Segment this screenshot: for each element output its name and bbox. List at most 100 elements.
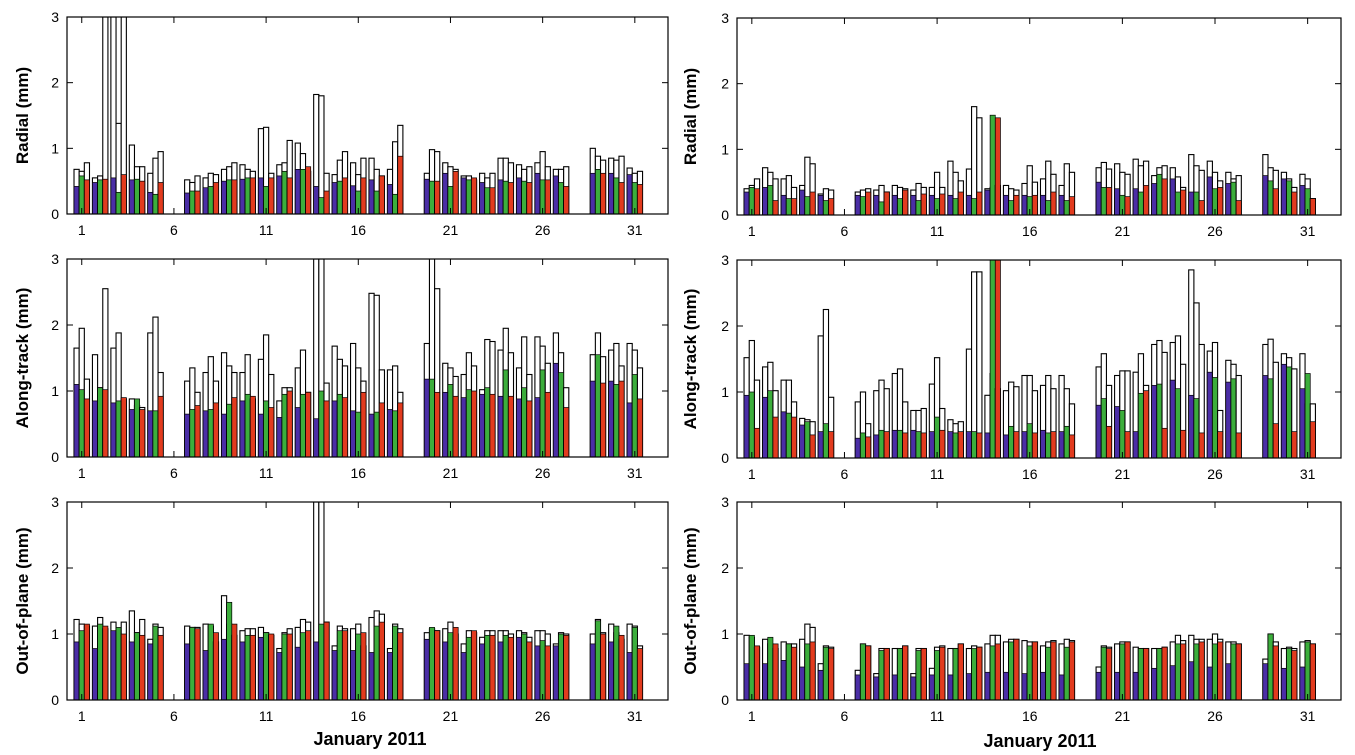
bar-red	[544, 645, 551, 700]
bar-red	[976, 646, 983, 700]
bar-blue	[423, 638, 430, 700]
bar-red	[957, 431, 964, 458]
bar-red	[1309, 421, 1316, 458]
bar-blue	[762, 187, 769, 215]
plot-frame	[66, 16, 669, 215]
bar-blue	[442, 391, 449, 457]
bar-red	[342, 397, 348, 457]
bar-blue	[1206, 371, 1213, 458]
bar-green	[915, 200, 922, 215]
bar-red	[1069, 641, 1075, 700]
bar-blue	[202, 187, 209, 214]
bar-blue	[1114, 671, 1121, 700]
bar-red	[600, 633, 607, 700]
bar-green	[263, 400, 270, 457]
bar-blue	[1132, 188, 1139, 215]
bar-red	[194, 190, 201, 214]
plot-frame	[66, 501, 669, 701]
bar-blue	[552, 645, 559, 700]
bar-blue	[313, 418, 320, 457]
y-tick-label: 1	[51, 140, 59, 156]
bar-blue	[799, 189, 806, 215]
bar-green	[971, 431, 978, 458]
bar-green	[465, 636, 472, 700]
bar-green	[822, 646, 829, 700]
x-tick-label: 21	[1115, 223, 1131, 239]
bar-red	[1180, 189, 1187, 215]
bar-green	[226, 179, 233, 214]
bar-blue	[313, 641, 320, 700]
bar-green	[897, 198, 903, 215]
overlay-bar	[1068, 171, 1076, 215]
x-tick-label: 11	[259, 465, 274, 481]
bar-blue	[331, 182, 338, 214]
y-tick-label: 2	[721, 76, 729, 92]
bar-blue	[1114, 188, 1121, 215]
overlay-bar	[115, 332, 122, 457]
bar-green	[115, 400, 122, 457]
bar-red	[865, 645, 872, 700]
bar-blue	[1206, 176, 1213, 215]
bar-blue	[239, 178, 246, 214]
bar-blue	[928, 674, 935, 700]
bar-blue	[928, 431, 935, 458]
bar-red	[754, 427, 760, 458]
bar-red	[976, 191, 983, 215]
bar-red	[102, 178, 109, 214]
bar-green	[989, 645, 996, 700]
bar-green	[318, 197, 325, 214]
bar-green	[373, 411, 380, 457]
bar-blue	[184, 192, 191, 214]
bar-green	[1286, 180, 1293, 215]
bar-red	[772, 643, 779, 700]
bar-red	[305, 630, 312, 700]
bar-red	[1272, 423, 1279, 458]
bar-blue	[516, 177, 522, 214]
bar-red	[939, 193, 946, 215]
bar-red	[1143, 648, 1150, 700]
bar-green	[878, 429, 885, 458]
bar-blue	[350, 410, 357, 457]
bar-blue	[276, 175, 283, 214]
bar-blue	[92, 400, 98, 457]
x-tick-label: 11	[930, 708, 945, 724]
bar-red	[1069, 434, 1075, 458]
bar-green	[78, 389, 85, 457]
bar-blue	[479, 393, 486, 457]
bar-blue	[294, 407, 301, 457]
bar-blue	[854, 437, 861, 458]
bar-blue	[221, 180, 228, 214]
x-tick-label: 26	[535, 708, 551, 724]
bar-red	[508, 395, 514, 457]
bar-blue	[460, 652, 467, 700]
bar-green	[748, 391, 755, 458]
bar-green	[1026, 645, 1033, 700]
bar-red	[1198, 200, 1205, 215]
bar-red	[828, 648, 835, 700]
bar-blue	[1262, 375, 1269, 458]
overlay-bar	[1198, 169, 1205, 215]
x-tick-label: 11	[259, 708, 274, 724]
bar-blue	[762, 663, 769, 700]
bar-blue	[1040, 429, 1047, 458]
bar-red	[213, 632, 219, 700]
bar-red	[286, 390, 293, 457]
bar-red	[563, 634, 570, 700]
bar-red	[772, 416, 779, 458]
bar-red	[1309, 643, 1316, 700]
overlay-bar	[1068, 403, 1076, 458]
bar-red	[268, 407, 275, 457]
bar-red	[828, 431, 835, 458]
bar-red	[1050, 431, 1057, 458]
bar-red	[268, 177, 275, 214]
bar-red	[1180, 643, 1187, 700]
bar-red	[754, 188, 760, 215]
y-tick-label: 0	[51, 206, 59, 222]
bar-blue	[589, 172, 596, 214]
bar-blue	[479, 643, 486, 700]
bar-blue	[1280, 363, 1287, 458]
bar-blue	[1169, 379, 1176, 458]
bar-green	[152, 193, 159, 214]
bar-blue	[1095, 671, 1102, 700]
bar-green	[207, 186, 214, 214]
